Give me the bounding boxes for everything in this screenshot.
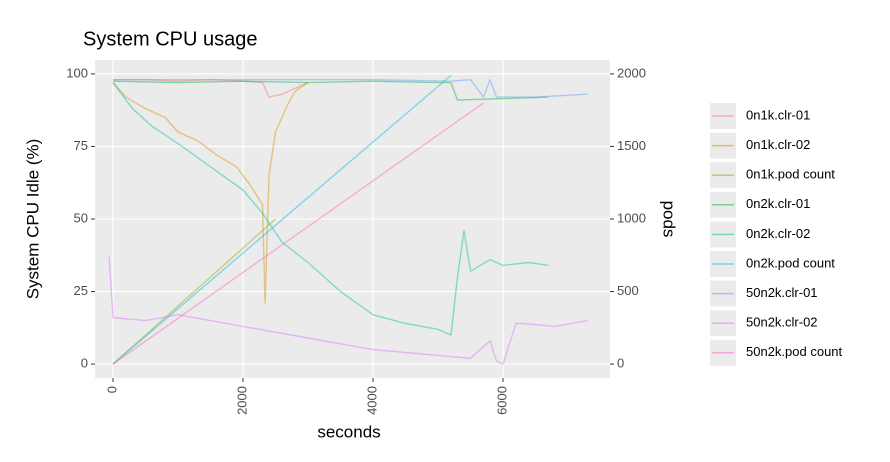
legend-label: 0n1k.clr-01 <box>746 107 810 122</box>
y2-tick-label: 1000 <box>617 210 646 225</box>
y2-tick-label: 500 <box>617 283 639 298</box>
series-line <box>112 82 309 304</box>
legend: 0n1k.clr-01 0n1k.clr-02 0n1k.pod count 0n2k… <box>710 103 843 366</box>
series-line <box>112 80 549 101</box>
legend-label: 50n2k.clr-01 <box>746 285 818 300</box>
x-tick-label: 6000 <box>494 386 509 415</box>
y-tick-label: 0 <box>81 356 88 371</box>
y-tick-label: 25 <box>74 283 88 298</box>
grid <box>95 60 610 378</box>
series-line <box>112 218 276 365</box>
legend-label: 0n2k.pod count <box>746 255 835 270</box>
y-axis-label: System CPU Idle (%) <box>23 139 42 300</box>
legend-label: 50n2k.pod count <box>746 344 843 359</box>
y2-tick-label: 0 <box>617 356 624 371</box>
series-line <box>112 74 452 365</box>
legend-label: 0n1k.pod count <box>746 167 835 182</box>
series-line <box>113 79 588 98</box>
y-tick-label: 100 <box>66 65 88 80</box>
legend-label: 0n2k.clr-01 <box>746 196 810 211</box>
legend-label: 50n2k.clr-02 <box>746 315 818 330</box>
y2-tick-label: 2000 <box>617 65 646 80</box>
y-tick-label: 50 <box>74 210 88 225</box>
series-line <box>112 82 549 336</box>
legend-label: 0n2k.clr-02 <box>746 226 810 241</box>
y-tick-label: 75 <box>74 138 88 153</box>
series-line <box>108 256 588 365</box>
x-axis-label: seconds <box>317 422 380 441</box>
chart-title: System CPU usage <box>83 28 258 50</box>
series-line <box>112 102 484 365</box>
y2-axis-label: pods <box>660 201 679 238</box>
legend-label: 0n1k.clr-02 <box>746 137 810 152</box>
y2-tick-label: 1500 <box>617 138 646 153</box>
plot-lines <box>108 74 588 365</box>
x-tick-label: 2000 <box>234 386 249 415</box>
x-tick-label: 4000 <box>364 386 379 415</box>
x-tick-label: 0 <box>104 386 119 393</box>
series-line <box>113 79 309 98</box>
